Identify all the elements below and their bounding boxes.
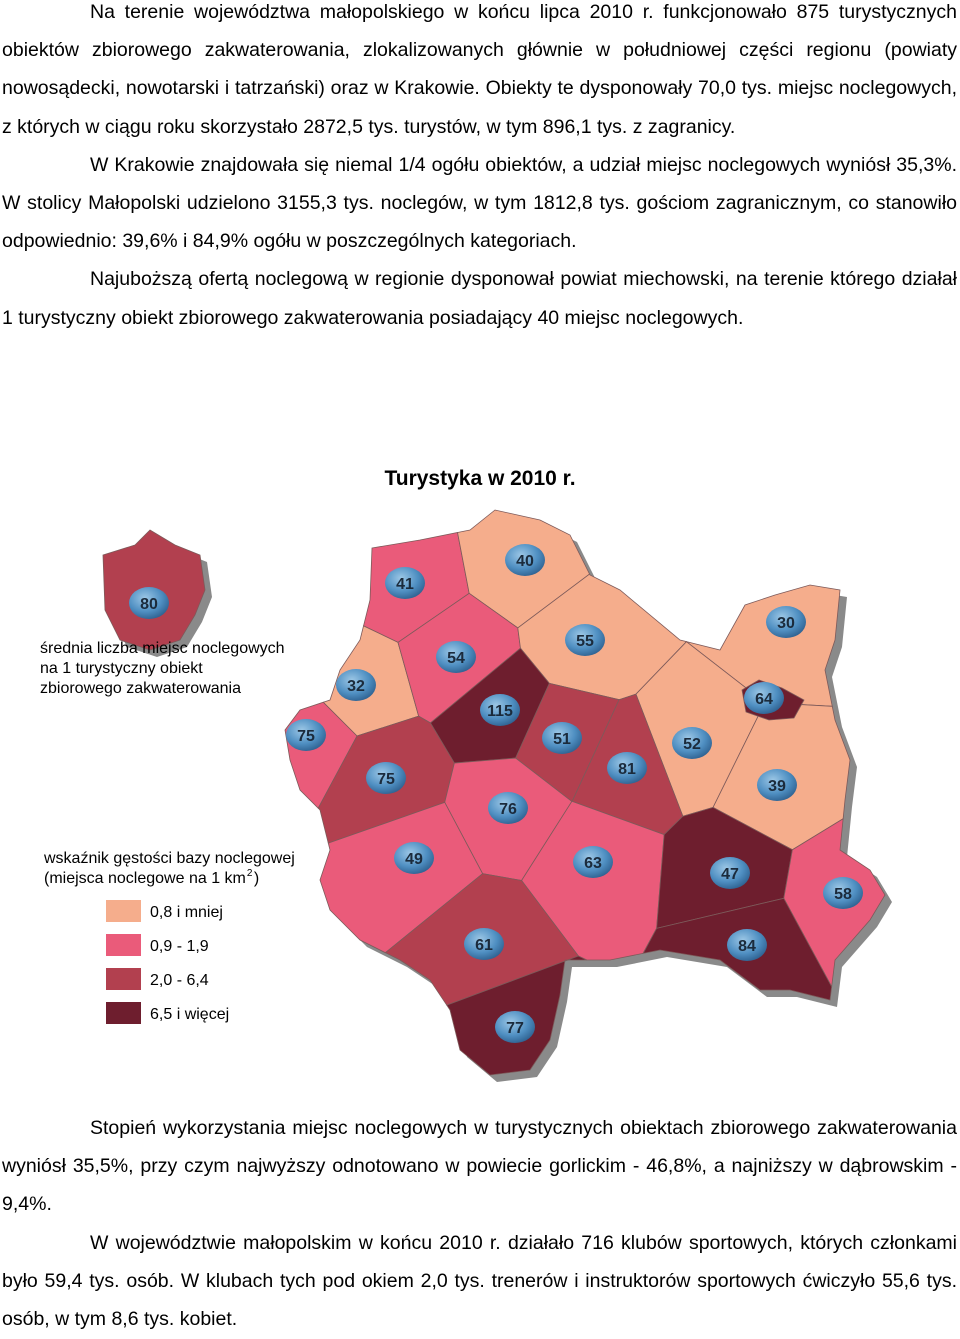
- region-value: 39: [768, 778, 786, 795]
- label-bubble: [464, 928, 504, 960]
- label-bubble: [607, 752, 647, 784]
- region-value: 64: [755, 691, 773, 708]
- legend-note: (miejsca noclegowe na 1 km: [44, 870, 246, 887]
- region-value: 52: [683, 736, 701, 753]
- region-value: 51: [553, 731, 571, 748]
- legend-note: na 1 turystyczny obiekt: [40, 660, 203, 677]
- text-bottom: Stopień wykorzystania miejsc noclegowych…: [2, 1109, 957, 1338]
- label-bubble: [744, 682, 784, 714]
- region-value: 75: [377, 771, 395, 788]
- paragraph: Na terenie województwa małopolskiego w k…: [2, 1, 957, 138]
- legend-note: średnia liczba miejsc noclegowych: [40, 640, 285, 657]
- region-value: 58: [834, 886, 852, 903]
- legend-sup: 2: [247, 868, 253, 879]
- label-bubble: [336, 669, 376, 701]
- paragraph: Stopień wykorzystania miejsc noclegowych…: [2, 1117, 957, 1216]
- region-value: 75: [297, 728, 315, 745]
- label-bubble: [394, 842, 434, 874]
- label-bubble: [366, 762, 406, 794]
- legend-swatch: [106, 1002, 141, 1024]
- region-value: 40: [516, 553, 534, 570]
- label-bubble: [766, 606, 806, 638]
- label-bubble: [823, 877, 863, 909]
- region-value: 41: [396, 576, 414, 593]
- legend-note: ): [254, 870, 259, 887]
- label-bubble: [505, 544, 545, 576]
- region-value: 49: [405, 851, 423, 868]
- region: [319, 801, 484, 954]
- label-bubble: [573, 846, 613, 878]
- label-bubble: [436, 641, 476, 673]
- legend-note: wskaźnik gęstości bazy noclegowej: [43, 850, 295, 867]
- paragraph: W województwie małopolskim w końcu 2010 …: [2, 1231, 957, 1331]
- region-value: 32: [347, 678, 365, 695]
- legend-swatch: [106, 968, 141, 990]
- region-value: 115: [487, 703, 513, 720]
- label-bubble: [542, 722, 582, 754]
- text-top: Na terenie województwa małopolskiego w k…: [2, 0, 957, 337]
- region-value: 54: [447, 650, 465, 667]
- legend-note: zbiorowego zakwaterowania: [40, 680, 241, 697]
- label-bubble: [385, 567, 425, 599]
- legend-swatch: [106, 900, 141, 922]
- label-bubble: [480, 694, 520, 726]
- region-value: 61: [475, 937, 493, 954]
- label-bubble: [495, 1011, 535, 1043]
- legend-label: 2,0 - 6,4: [150, 972, 209, 989]
- label-bubble: [710, 857, 750, 889]
- label-bubble: [286, 719, 326, 751]
- label-bubble: [565, 624, 605, 656]
- legend-label: 0,9 - 1,9: [150, 938, 209, 955]
- region-value: 81: [618, 761, 636, 778]
- region-value: 55: [576, 633, 594, 650]
- label-bubble: [727, 929, 767, 961]
- legend-swatch: [106, 934, 141, 956]
- region-value: 63: [584, 855, 602, 872]
- region-value: 84: [738, 938, 756, 955]
- region-value: 80: [140, 596, 158, 613]
- legend-label: 0,8 i mniej: [150, 904, 223, 921]
- region-value: 30: [777, 615, 795, 632]
- region-value: 47: [721, 866, 739, 883]
- label-bubble: [672, 727, 712, 759]
- map: Turystyka w 2010 r. 80 41 40 32 54 55 30 115 64 7…: [40, 467, 892, 1082]
- label-bubble: [129, 587, 169, 619]
- label-bubble: [488, 792, 528, 824]
- map-title: Turystyka w 2010 r.: [384, 467, 575, 490]
- legend-label: 6,5 i więcej: [150, 1006, 229, 1023]
- paragraph: Najuboższą ofertą noclegową w regionie d…: [2, 268, 957, 329]
- region-value: 77: [506, 1020, 524, 1037]
- region-value: 76: [499, 801, 517, 818]
- paragraph: W Krakowie znajdowała się niemal 1/4 ogó…: [2, 153, 957, 253]
- label-bubble: [757, 769, 797, 801]
